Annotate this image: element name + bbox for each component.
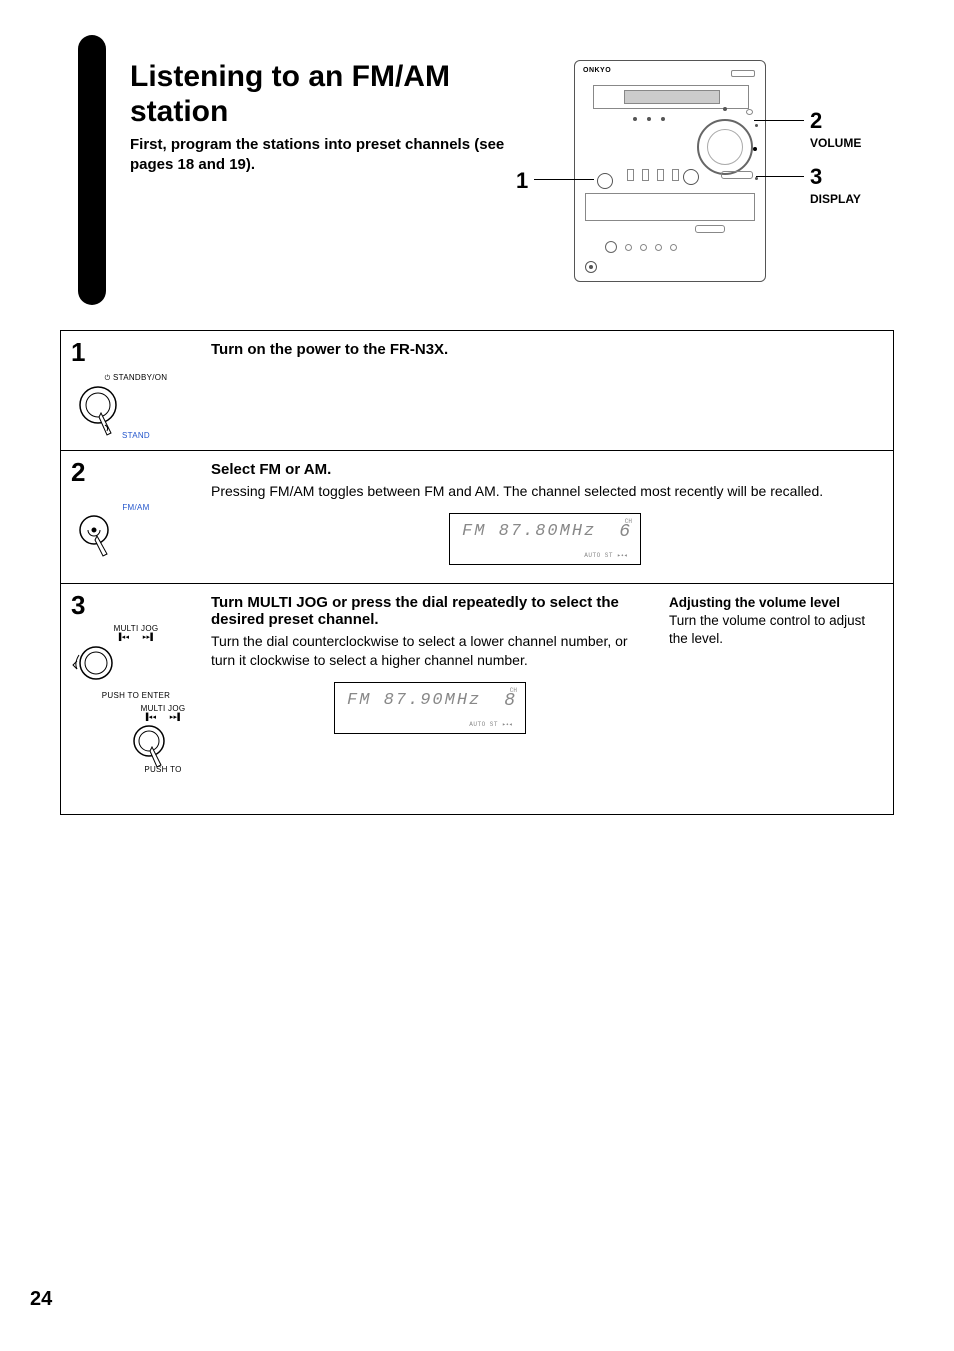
illus-label: MULTI JOG	[71, 624, 201, 633]
illus2-label-bottom: PUSH TO	[125, 765, 201, 774]
section-tab	[78, 35, 106, 305]
callout-3-num: 3	[810, 164, 822, 190]
callout-1-num: 1	[516, 168, 528, 194]
step-body: Pressing FM/AM toggles between FM and AM…	[211, 482, 879, 501]
callout-2-num: 2	[810, 108, 822, 134]
multi-jog-icon	[71, 641, 121, 691]
multi-jog-push-icon	[125, 721, 173, 769]
step-row: 2 FM/AM Select FM or AM. Pressing FM/AM …	[61, 451, 893, 584]
page-number: 24	[30, 1288, 52, 1311]
side-body: Turn the volume control to adjust the le…	[669, 612, 879, 648]
standby-button-icon	[71, 383, 125, 437]
callout-3-label: DISPLAY	[810, 192, 861, 206]
callout-2-label: VOLUME	[810, 136, 861, 150]
page-subtitle: First, program the stations into preset …	[130, 135, 514, 174]
step-number: 1	[71, 339, 201, 365]
illus-label-bottom: PUSH TO ENTER	[71, 691, 201, 700]
page-title: Listening to an FM/AM station	[130, 60, 514, 129]
step-title: Turn on the power to the FR-N3X.	[211, 341, 879, 358]
step-title: Select FM or AM.	[211, 461, 879, 478]
device-diagram: ONKYO 1 2 VOLUME	[534, 50, 894, 300]
steps-table: 1 ⏻ STANDBY/ON STAND Turn on the power t…	[60, 330, 894, 815]
step-row: 1 ⏻ STANDBY/ON STAND Turn on the power t…	[61, 331, 893, 451]
step-number: 2	[71, 459, 201, 485]
fm-am-button-icon	[71, 512, 117, 558]
illus2-label: MULTI JOG	[125, 704, 201, 713]
device-brand: ONKYO	[583, 67, 611, 74]
step-title: Turn MULTI JOG or press the dial repeate…	[211, 594, 649, 628]
header: Listening to an FM/AM station First, pro…	[60, 50, 894, 300]
step-body: Turn the dial counterclockwise to select…	[211, 632, 649, 670]
illus-label: FM/AM	[71, 503, 201, 512]
lcd-display: FM 87.80MHz CH 6 AUTO ST ▸⬩◂	[449, 513, 641, 565]
step-row: 3 MULTI JOG ▐◂◂ ▸▸▌ PUSH TO ENTER MULTI …	[61, 584, 893, 814]
illus-label: ⏻ STANDBY/ON	[71, 373, 201, 383]
lcd-display: FM 87.90MHz CH 8 AUTO ST ▸⬩◂	[334, 682, 526, 734]
side-title: Adjusting the volume level	[669, 594, 879, 612]
illus-label-bottom: STAND	[71, 431, 201, 440]
step-number: 3	[71, 592, 201, 618]
